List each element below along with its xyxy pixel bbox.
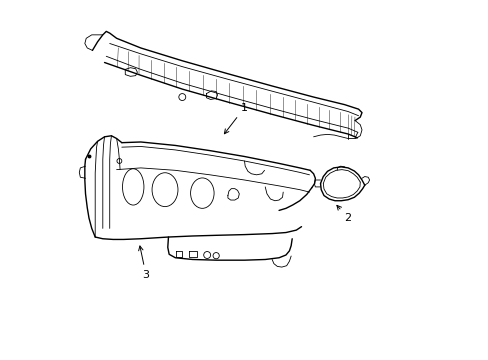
Text: 3: 3 xyxy=(139,246,149,280)
Text: 1: 1 xyxy=(224,103,247,134)
Text: 2: 2 xyxy=(336,205,351,223)
